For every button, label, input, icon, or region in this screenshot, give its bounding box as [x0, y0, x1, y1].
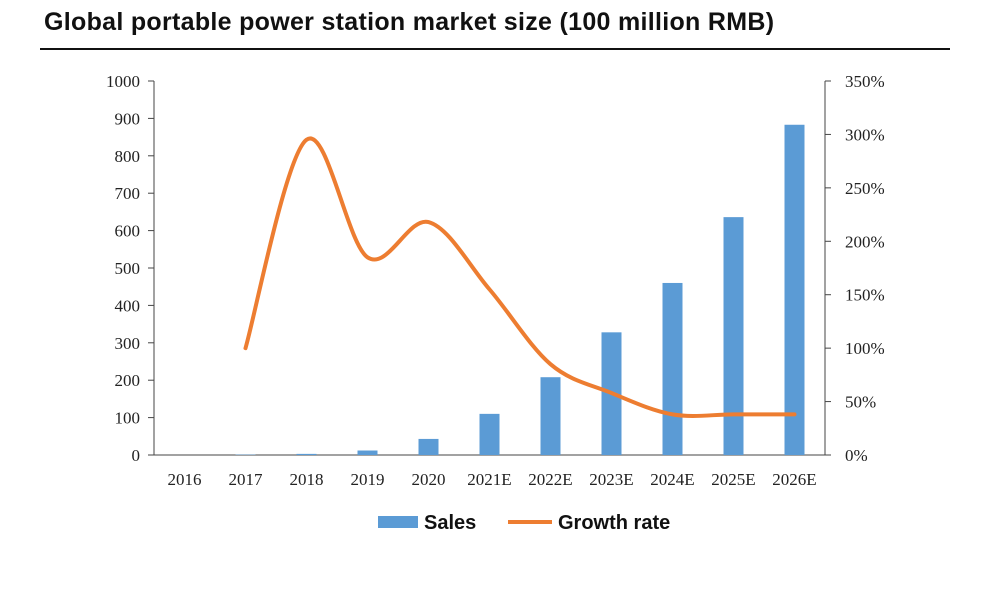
right-tick-label: 100%	[845, 339, 885, 358]
right-tick-label: 350%	[845, 72, 885, 91]
right-tick-label: 150%	[845, 286, 885, 305]
x-tick-label: 2016	[168, 470, 202, 489]
x-tick-label: 2025E	[711, 470, 755, 489]
left-tick-label: 400	[115, 296, 141, 315]
growth-rate-line	[243, 136, 797, 418]
sales-bar	[540, 377, 561, 455]
left-tick-label: 900	[115, 109, 141, 128]
right-tick-label: 50%	[845, 393, 876, 412]
x-tick-label: 2021E	[467, 470, 511, 489]
left-tick-label: 100	[115, 409, 141, 428]
left-tick-label: 0	[132, 446, 141, 465]
right-y-axis: 0% 50% 100% 150% 200% 250% 300% 350%	[824, 72, 885, 465]
x-axis: 2016 2017 2018 2019 2020 2021E 2022E 2023E 2024E…	[154, 454, 825, 489]
sales-bar	[784, 124, 805, 456]
legend: Sales Growth rate	[378, 512, 670, 534]
title-underline	[40, 48, 950, 50]
right-tick-label: 200%	[845, 232, 885, 251]
left-tick-label: 800	[115, 147, 141, 166]
left-tick-label: 600	[115, 222, 141, 241]
left-tick-label: 200	[115, 371, 141, 390]
sales-bar	[479, 413, 500, 455]
x-tick-label: 2022E	[528, 470, 572, 489]
right-tick-label: 300%	[845, 125, 885, 144]
x-tick-label: 2020	[412, 470, 446, 489]
growth-rate-path	[243, 136, 797, 418]
x-tick-label: 2017	[229, 470, 264, 489]
sales-bar	[357, 450, 378, 455]
sales-bars	[235, 124, 805, 456]
right-tick-label: 0%	[845, 446, 868, 465]
x-tick-label: 2018	[290, 470, 324, 489]
sales-bar	[723, 217, 744, 455]
sales-bar	[296, 453, 317, 455]
left-tick-label: 300	[115, 334, 141, 353]
legend-growth-label: Growth rate	[558, 512, 670, 534]
x-tick-label: 2024E	[650, 470, 694, 489]
sales-bar	[662, 282, 683, 455]
legend-sales-swatch	[378, 516, 418, 528]
left-tick-label: 500	[115, 259, 141, 278]
x-tick-label: 2026E	[772, 470, 816, 489]
chart-title: Global portable power station market siz…	[44, 8, 775, 36]
left-y-axis: 0 100 200 300 400 500 600 700 800 900 1000	[106, 72, 155, 465]
right-tick-label: 250%	[845, 179, 885, 198]
left-tick-label: 1000	[106, 72, 140, 91]
legend-sales-label: Sales	[424, 512, 476, 534]
x-tick-label: 2023E	[589, 470, 633, 489]
x-tick-label: 2019	[351, 470, 385, 489]
sales-bar	[418, 438, 439, 455]
left-tick-label: 700	[115, 184, 141, 203]
